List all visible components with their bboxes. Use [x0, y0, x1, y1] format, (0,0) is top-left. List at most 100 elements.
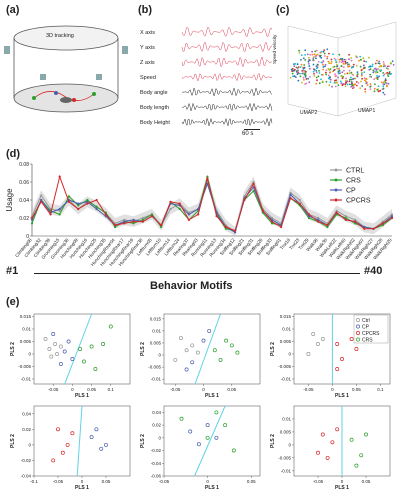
umap-x-label: UMAP2	[300, 110, 318, 116]
umap-point	[369, 85, 372, 88]
series-point-ctrl	[40, 194, 43, 197]
umap-point	[315, 70, 318, 72]
pls-point-crs	[218, 357, 223, 362]
pls-point-crs	[359, 453, 364, 458]
series-point-crs	[150, 213, 154, 216]
umap-point	[378, 62, 381, 65]
series-point-cpcrs	[270, 220, 274, 223]
umap-point	[380, 69, 383, 72]
umap-point	[376, 75, 378, 77]
pls-legend-label: CRS	[362, 337, 373, 343]
umap-point	[344, 62, 347, 64]
umap-point	[298, 49, 300, 52]
pls-y-tick: -0.005	[278, 364, 291, 369]
series-point-crs	[307, 216, 310, 220]
umap-point	[333, 65, 336, 68]
umap-point	[333, 57, 336, 60]
pls-point-cpcrs	[354, 347, 359, 351]
umap-point	[372, 69, 375, 72]
pls-frame	[163, 313, 261, 385]
umap-point	[315, 67, 318, 70]
umap-point	[351, 84, 354, 86]
umap-point	[390, 72, 393, 75]
series-point-cp	[132, 218, 135, 221]
umap-point	[378, 60, 381, 63]
umap-point	[304, 59, 307, 61]
umap-point	[362, 67, 365, 70]
umap-point	[350, 59, 353, 62]
pls-point-ctrl	[178, 336, 183, 341]
series-point-cpcrs	[67, 200, 70, 203]
umap-point	[329, 78, 332, 81]
umap-point	[391, 60, 394, 63]
umap-point	[344, 85, 347, 88]
umap-point	[387, 75, 390, 77]
umap-point	[328, 62, 331, 65]
pls-point-crs	[214, 410, 219, 415]
umap-point	[388, 72, 391, 75]
umap-point	[318, 82, 321, 85]
series-point-cp	[289, 193, 292, 196]
series-point-cpcrs	[298, 202, 301, 205]
umap-point	[302, 76, 305, 79]
umap-point	[377, 68, 379, 70]
pls-point-cp	[58, 362, 63, 366]
umap-point	[364, 79, 366, 82]
series-point-cpcrs	[381, 222, 384, 225]
umap-point	[322, 50, 325, 53]
pls-y-tick: -0.02	[151, 448, 162, 453]
series-point-cp	[58, 207, 61, 211]
umap-point	[303, 67, 306, 69]
umap-point	[360, 73, 363, 75]
umap-point	[387, 82, 390, 85]
umap-point	[332, 53, 334, 56]
umap-point	[324, 64, 327, 66]
y-tick-label: 0.02	[19, 216, 29, 222]
series-point-cpcrs	[206, 177, 209, 180]
series-point-ctrl	[58, 209, 61, 212]
umap-point	[313, 68, 316, 71]
umap-point	[332, 69, 335, 72]
pls-x-tick: 0.05	[102, 479, 111, 484]
umap-point	[304, 76, 307, 78]
y-tick-label: 0.06	[19, 180, 29, 186]
umap-point	[382, 85, 385, 88]
umap-point	[376, 76, 379, 79]
series-point-crs	[206, 175, 209, 178]
pls-point-ctrl	[316, 342, 320, 346]
series-point-cpcrs	[224, 225, 227, 229]
umap-point	[348, 65, 351, 68]
umap-point	[303, 79, 305, 81]
pls-x-label: PLS 1	[335, 393, 349, 399]
pls-x-tick: 0	[202, 387, 205, 392]
umap-point	[291, 72, 294, 75]
umap-point	[339, 72, 341, 74]
y-axis-label: Usage	[5, 188, 14, 212]
umap-point	[346, 80, 349, 83]
umap-point	[300, 54, 303, 56]
umap-point	[383, 73, 386, 76]
pls-point-cp	[201, 338, 206, 343]
pls-x-tick: 0.05	[352, 387, 361, 392]
umap-point	[363, 77, 366, 80]
umap-point	[325, 73, 327, 76]
umap-point	[360, 74, 363, 77]
pls-y-label: PLS 2	[10, 342, 16, 356]
umap-point	[373, 90, 376, 93]
series-point-cpcrs	[160, 224, 163, 227]
pls-point-cp	[207, 328, 212, 333]
umap-point	[297, 79, 300, 82]
series-point-ctrl	[270, 216, 274, 220]
pls-point-cp	[62, 349, 67, 354]
umap-point	[366, 84, 369, 86]
pls-frame	[293, 313, 391, 385]
umap-point	[350, 85, 353, 88]
pls-frame	[163, 405, 261, 477]
umap-point	[331, 85, 333, 88]
umap-point	[378, 75, 380, 78]
series-line-cpcrs	[31, 174, 393, 232]
series-point-cpcrs	[178, 202, 181, 205]
panel-a-label: (a)	[6, 4, 20, 16]
umap-point	[346, 64, 349, 66]
end-label: #40	[364, 265, 383, 277]
